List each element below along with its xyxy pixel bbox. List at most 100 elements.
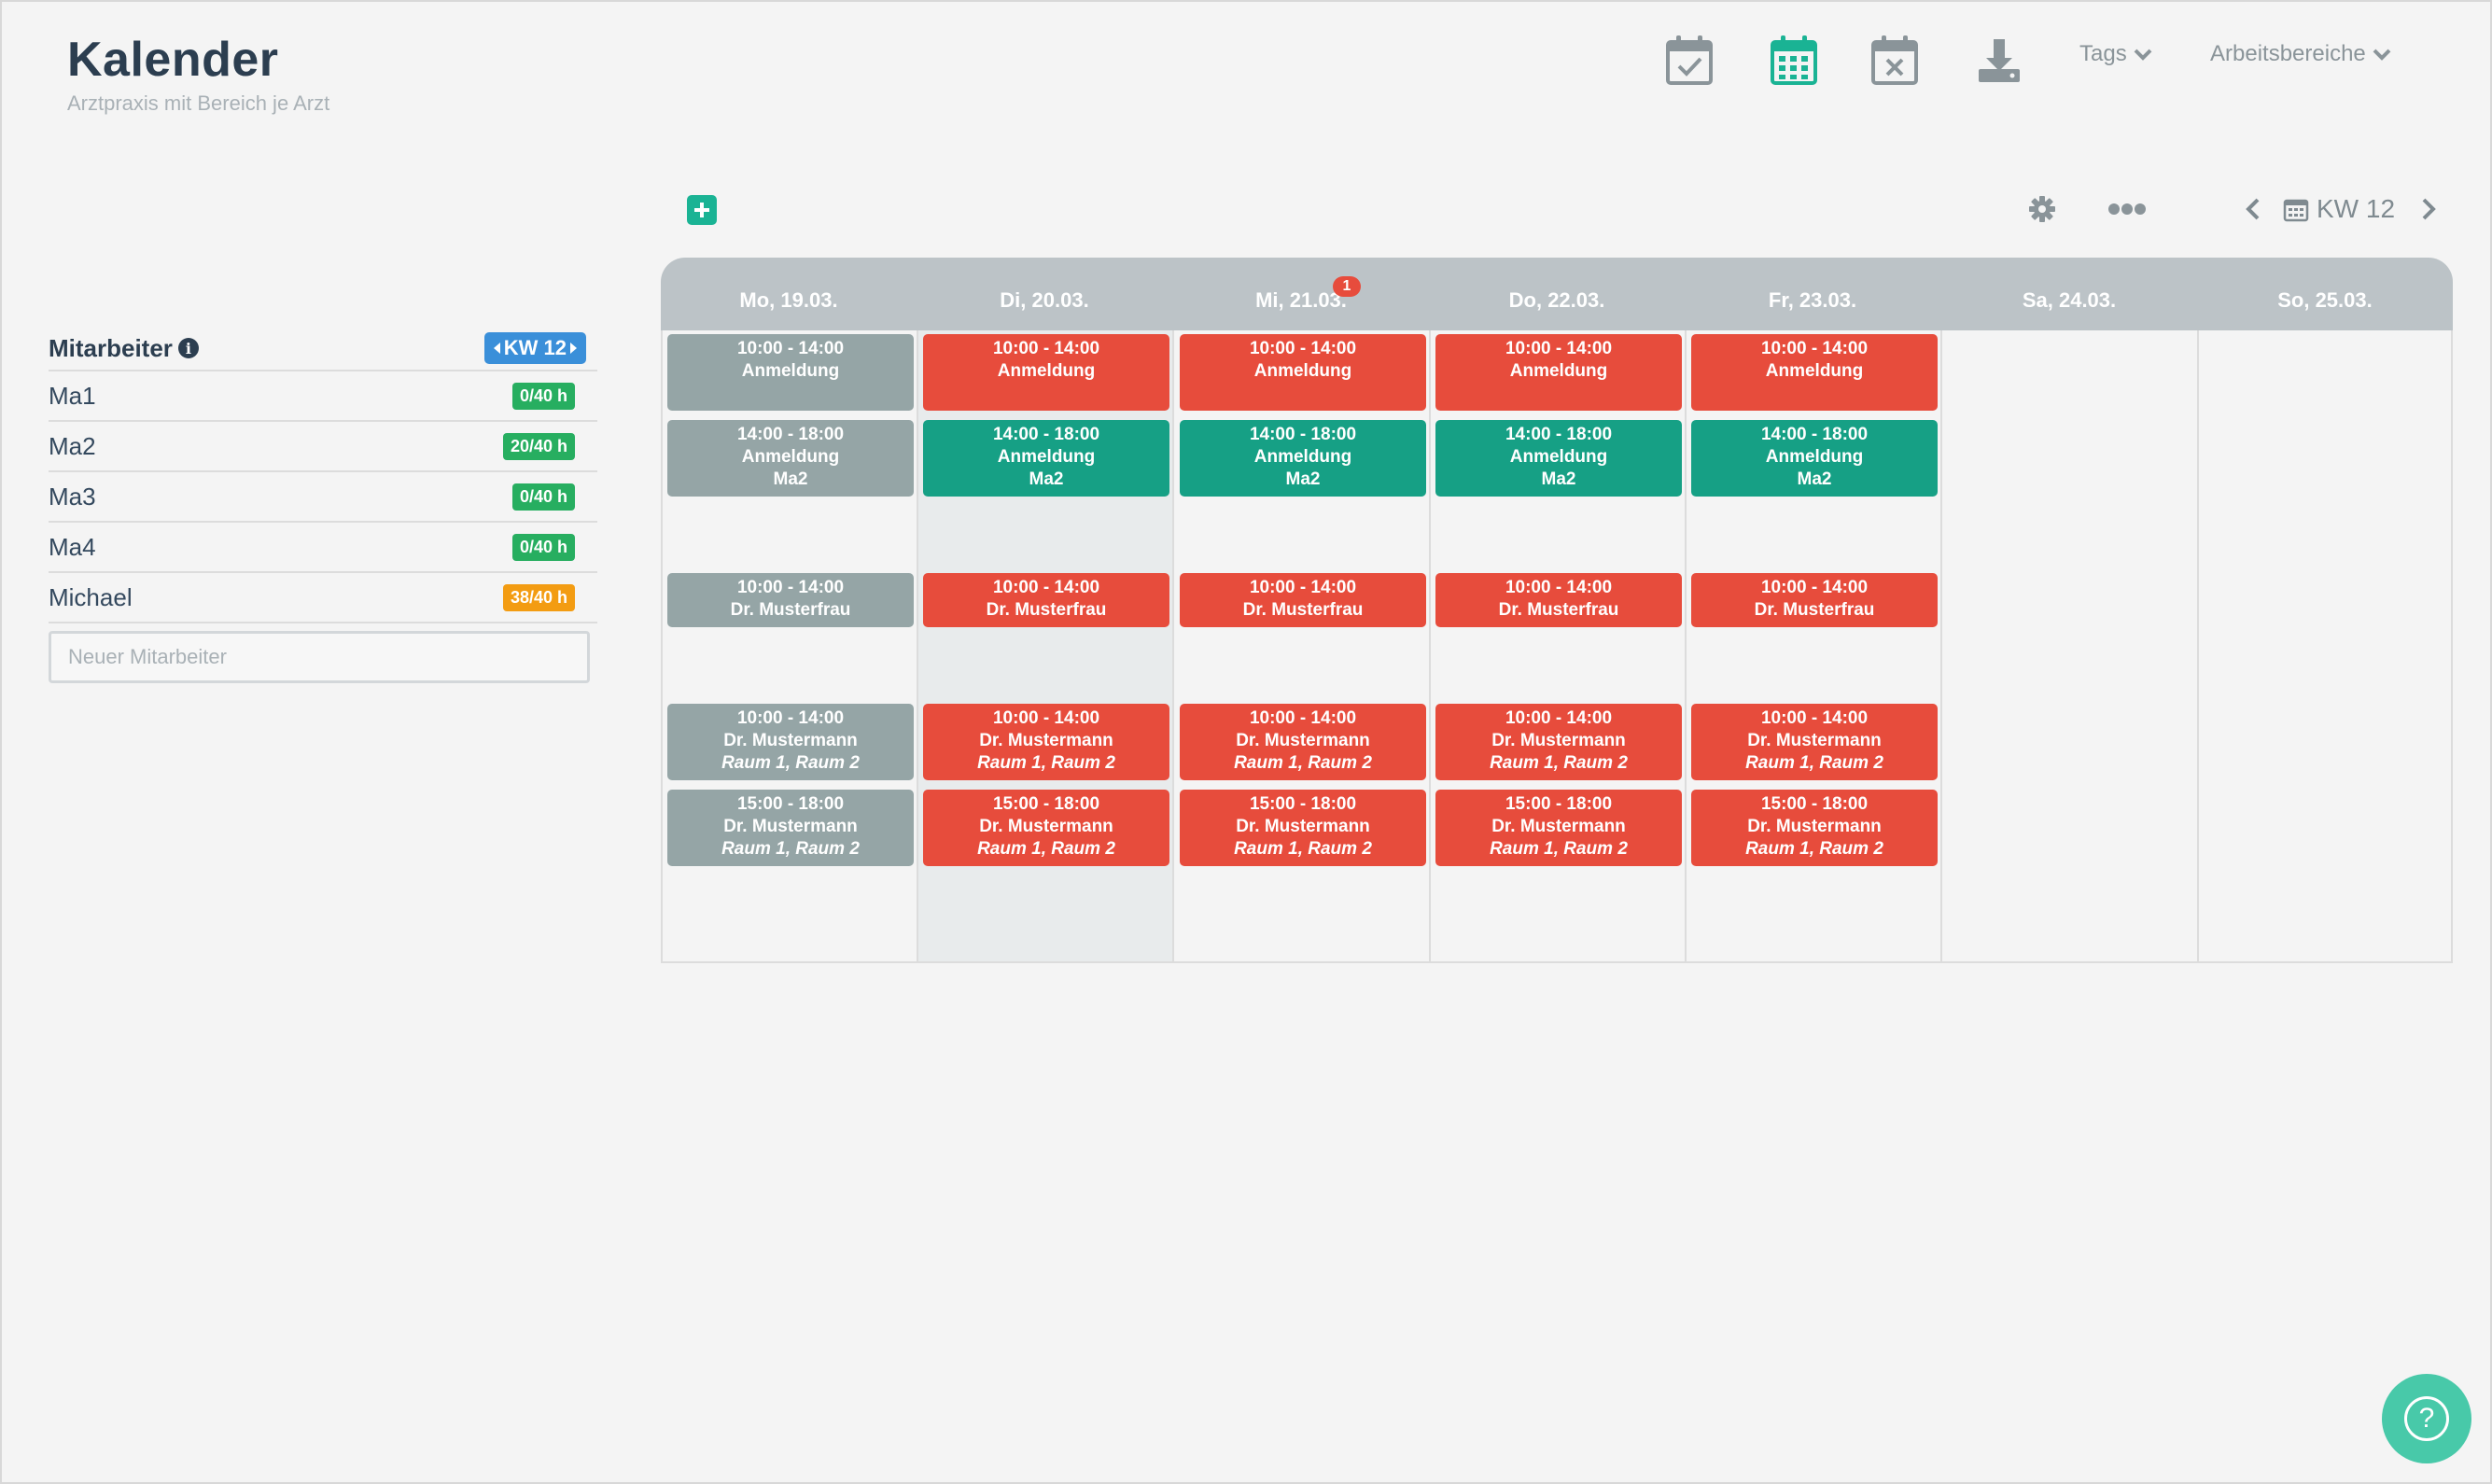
shift-time: 15:00 - 18:00 — [736, 794, 845, 814]
shift-card[interactable]: 10:00 - 14:00 Dr. Mustermann Raum 1, Raum … — [667, 704, 914, 780]
shift-card[interactable]: 14:00 - 18:00 Anmeldung Ma2 — [1691, 420, 1938, 497]
shift-time: 10:00 - 14:00 — [1760, 339, 1869, 358]
shift-staff: Ma2 — [1285, 469, 1321, 489]
shift-card[interactable]: 10:00 - 14:00 Anmeldung — [1435, 334, 1682, 411]
employee-name: Ma1 — [49, 381, 96, 410]
shift-card[interactable]: 10:00 - 14:00 Anmeldung — [1691, 334, 1938, 411]
employee-row[interactable]: Ma3 0/40 h — [49, 472, 597, 523]
shift-card[interactable]: 15:00 - 18:00 Dr. Mustermann Raum 1, Raum … — [1691, 790, 1938, 866]
add-icon[interactable] — [687, 195, 717, 225]
shift-card[interactable]: 10:00 - 14:00 Dr. Mustermann Raum 1, Raum … — [1435, 704, 1682, 780]
shift-card[interactable]: 15:00 - 18:00 Dr. Mustermann Raum 1, Raum … — [923, 790, 1169, 866]
caret-left-icon[interactable] — [493, 343, 500, 354]
workspaces-label: Arbeitsbereiche — [2210, 41, 2366, 66]
shift-card[interactable]: 14:00 - 18:00 Anmeldung Ma2 — [1435, 420, 1682, 497]
shift-staff: Ma2 — [1541, 469, 1576, 489]
new-employee-input[interactable] — [49, 631, 590, 683]
shift-time: 15:00 - 18:00 — [1249, 794, 1357, 814]
employee-heading-text: Mitarbeiter — [49, 333, 173, 362]
shift-time: 14:00 - 18:00 — [1249, 425, 1357, 444]
shift-card[interactable]: 10:00 - 14:00 Dr. Mustermann Raum 1, Raum … — [923, 704, 1169, 780]
day-header: Do, 22.03. — [1508, 288, 1605, 312]
calendar-header: Mo, 19.03. Di, 20.03. Mi, 21.03. 1 Do, 22.03… — [661, 258, 2453, 330]
question-icon: ? — [2404, 1396, 2449, 1441]
page-subtitle: Arztpraxis mit Bereich je Arzt — [67, 91, 330, 115]
shift-card[interactable]: 10:00 - 14:00 Dr. Musterfrau — [667, 573, 914, 627]
notification-badge[interactable]: 1 — [1333, 276, 1361, 297]
employee-row[interactable]: Ma4 0/40 h — [49, 523, 597, 573]
shift-title: Dr. Mustermann — [1236, 731, 1370, 750]
help-button[interactable]: ? — [2382, 1374, 2471, 1463]
shift-rooms: Raum 1, Raum 2 — [977, 839, 1115, 859]
day-column — [1943, 330, 2199, 961]
employee-name: Michael — [49, 582, 133, 611]
shift-time: 10:00 - 14:00 — [1249, 339, 1357, 358]
shift-rooms: Raum 1, Raum 2 — [1234, 839, 1372, 859]
shift-card[interactable]: 15:00 - 18:00 Dr. Mustermann Raum 1, Raum … — [1180, 790, 1426, 866]
chevron-left-icon[interactable] — [2244, 197, 2262, 221]
shift-title: Dr. Mustermann — [1236, 817, 1370, 836]
shift-title: Dr. Mustermann — [979, 731, 1113, 750]
shift-card[interactable]: 10:00 - 14:00 Anmeldung — [667, 334, 914, 411]
shift-title: Anmeldung — [1765, 447, 1864, 467]
shift-title: Anmeldung — [997, 447, 1096, 467]
shift-time: 10:00 - 14:00 — [736, 708, 845, 728]
shift-rooms: Raum 1, Raum 2 — [721, 839, 860, 859]
shift-title: Dr. Musterfrau — [730, 600, 851, 620]
shift-card[interactable]: 10:00 - 14:00 Dr. Musterfrau — [1180, 573, 1426, 627]
shift-title: Anmeldung — [1765, 361, 1864, 381]
shift-time: 10:00 - 14:00 — [1760, 708, 1869, 728]
hours-badge: 20/40 h — [502, 432, 575, 460]
workspaces-dropdown[interactable]: Arbeitsbereiche — [2210, 41, 2392, 67]
calendar-grid-icon[interactable] — [1770, 34, 1818, 86]
shift-card[interactable]: 15:00 - 18:00 Dr. Mustermann Raum 1, Raum … — [1435, 790, 1682, 866]
employee-row[interactable]: Ma1 0/40 h — [49, 371, 597, 422]
shift-rooms: Raum 1, Raum 2 — [1745, 839, 1883, 859]
shift-card[interactable]: 10:00 - 14:00 Dr. Musterfrau — [1691, 573, 1938, 627]
shift-time: 15:00 - 18:00 — [1505, 794, 1613, 814]
shift-title: Dr. Mustermann — [1491, 817, 1626, 836]
shift-time: 10:00 - 14:00 — [1249, 708, 1357, 728]
shift-time: 14:00 - 18:00 — [1505, 425, 1613, 444]
employee-name: Ma4 — [49, 532, 96, 561]
shift-time: 10:00 - 14:00 — [992, 578, 1100, 597]
week-badge[interactable]: KW 12 — [483, 332, 586, 364]
calendar-remove-icon[interactable] — [1870, 34, 1919, 86]
employee-row[interactable]: Ma2 20/40 h — [49, 422, 597, 472]
shift-card[interactable]: 14:00 - 18:00 Anmeldung Ma2 — [1180, 420, 1426, 497]
shift-title: Dr. Musterfrau — [1498, 600, 1619, 620]
chevron-right-icon[interactable] — [2419, 197, 2438, 221]
shift-time: 10:00 - 14:00 — [736, 339, 845, 358]
info-icon[interactable]: i — [177, 338, 199, 358]
shift-card[interactable]: 14:00 - 18:00 Anmeldung Ma2 — [667, 420, 914, 497]
tags-label: Tags — [2079, 41, 2127, 66]
shift-card[interactable]: 10:00 - 14:00 Dr. Musterfrau — [1435, 573, 1682, 627]
page-title: Kalender — [67, 33, 279, 87]
shift-title: Anmeldung — [1253, 447, 1352, 467]
gear-icon[interactable] — [2027, 192, 2057, 226]
calendar-check-icon[interactable] — [1665, 34, 1714, 86]
day-header: Di, 20.03. — [1000, 288, 1089, 312]
day-header: Sa, 24.03. — [2022, 288, 2117, 312]
week-label[interactable]: KW 12 — [2317, 194, 2396, 223]
tags-dropdown[interactable]: Tags — [2079, 41, 2153, 67]
shift-card[interactable]: 10:00 - 14:00 Anmeldung — [1180, 334, 1426, 411]
hours-badge: 0/40 h — [511, 533, 575, 561]
shift-card[interactable]: 10:00 - 14:00 Anmeldung — [923, 334, 1169, 411]
caret-right-icon[interactable] — [570, 343, 577, 354]
day-header: So, 25.03. — [2277, 288, 2373, 312]
shift-title: Anmeldung — [741, 361, 840, 381]
employee-row[interactable]: Michael 38/40 h — [49, 573, 597, 623]
shift-card[interactable]: 10:00 - 14:00 Dr. Mustermann Raum 1, Raum … — [1691, 704, 1938, 780]
more-icon[interactable] — [2107, 192, 2147, 226]
download-icon[interactable] — [1975, 34, 2023, 86]
shift-rooms: Raum 1, Raum 2 — [1490, 839, 1628, 859]
shift-time: 14:00 - 18:00 — [1760, 425, 1869, 444]
week-navigation: KW 12 — [2244, 190, 2438, 228]
shift-card[interactable]: 10:00 - 14:00 Dr. Musterfrau — [923, 573, 1169, 627]
shift-card[interactable]: 10:00 - 14:00 Dr. Mustermann Raum 1, Raum … — [1180, 704, 1426, 780]
shift-time: 15:00 - 18:00 — [1760, 794, 1869, 814]
shift-card[interactable]: 15:00 - 18:00 Dr. Mustermann Raum 1, Raum … — [667, 790, 914, 866]
shift-card[interactable]: 14:00 - 18:00 Anmeldung Ma2 — [923, 420, 1169, 497]
shift-rooms: Raum 1, Raum 2 — [721, 753, 860, 773]
